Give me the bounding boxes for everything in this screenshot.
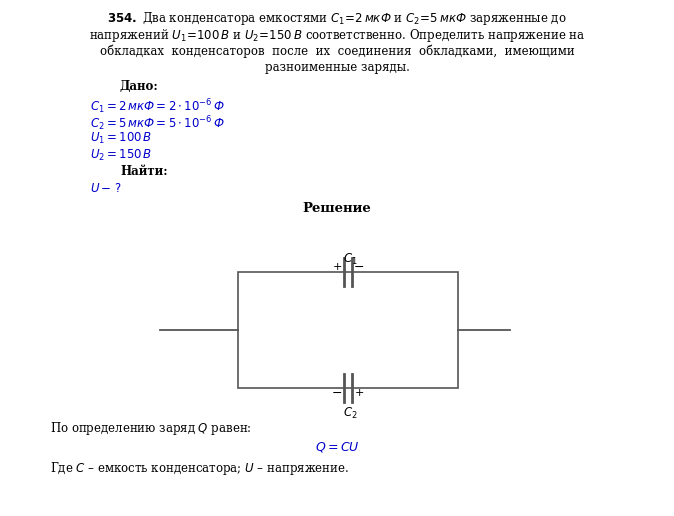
- Text: $C_1 = 2\,мкФ = 2 \cdot 10^{-6}\,Ф$: $C_1 = 2\,мкФ = 2 \cdot 10^{-6}\,Ф$: [90, 97, 225, 116]
- Text: Дано:: Дано:: [120, 80, 159, 93]
- Text: −: −: [354, 261, 364, 273]
- Text: $Q = CU$: $Q = CU$: [315, 440, 359, 454]
- Text: Решение: Решение: [303, 202, 371, 215]
- Text: разноименные заряды.: разноименные заряды.: [265, 61, 409, 74]
- Text: $C_1$: $C_1$: [342, 252, 357, 267]
- Text: напряжений $U_1\!=\!100\,В$ и $U_2\!=\!150\,В$ соответственно. Определить напряж: напряжений $U_1\!=\!100\,В$ и $U_2\!=\!1…: [89, 27, 585, 44]
- Text: +: +: [332, 262, 342, 272]
- Text: $\mathbf{354.}$ Два конденсатора емкостями $C_1\!=\!2\,мкФ$ и $C_2\!=\!5\,мкФ$ з: $\mathbf{354.}$ Два конденсатора емкостя…: [107, 10, 567, 27]
- Bar: [238, 272, 458, 388]
- Text: По определению заряд $Q$ равен:: По определению заряд $Q$ равен:: [50, 420, 251, 437]
- Text: $U -\,?$: $U -\,?$: [90, 182, 122, 195]
- Text: +: +: [355, 388, 364, 398]
- Text: $U_1 = 100\,В$: $U_1 = 100\,В$: [90, 131, 152, 146]
- Text: $C_2$: $C_2$: [342, 406, 357, 421]
- Text: Найти:: Найти:: [120, 165, 168, 178]
- Text: −: −: [332, 386, 342, 399]
- Text: $C_2 = 5\,мкФ = 5 \cdot 10^{-6}\,Ф$: $C_2 = 5\,мкФ = 5 \cdot 10^{-6}\,Ф$: [90, 114, 225, 133]
- Text: обкладках  конденсаторов  после  их  соединения  обкладками,  имеющими: обкладках конденсаторов после их соедине…: [100, 44, 574, 57]
- Text: Где $C$ – емкость конденсатора; $U$ – напряжение.: Где $C$ – емкость конденсатора; $U$ – на…: [50, 460, 349, 477]
- Text: $U_2 = 150\,В$: $U_2 = 150\,В$: [90, 148, 152, 163]
